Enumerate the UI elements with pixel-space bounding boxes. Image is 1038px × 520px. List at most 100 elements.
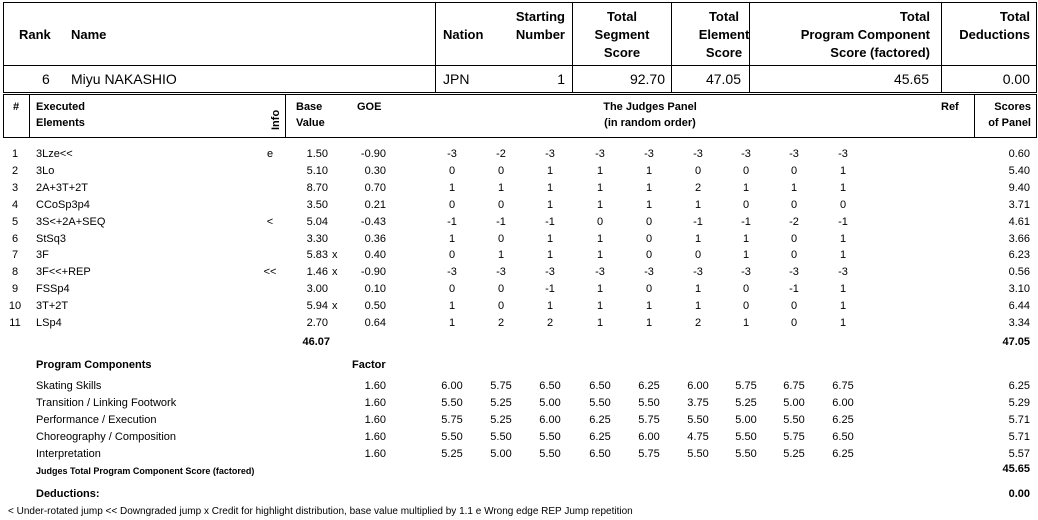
component-judge-score: 6.50: [539, 380, 561, 392]
name-header: Name: [71, 27, 107, 42]
element-judge-score: -1: [741, 215, 751, 228]
executed-header-1: Executed: [36, 101, 85, 113]
component-judge-score: 5.75: [638, 448, 660, 460]
element-judge-score: -2: [496, 148, 506, 160]
component-judge-score: 5.50: [589, 397, 611, 409]
skater-deductions: 0.00: [1002, 71, 1030, 87]
element-goe: 0.36: [364, 232, 386, 245]
element-judge-score: 1: [645, 300, 653, 313]
skater-row: [3, 64, 1037, 93]
element-panel-score: 5.40: [1008, 164, 1030, 177]
element-judge-score: 1: [546, 249, 554, 262]
element-name: 3F: [36, 249, 49, 262]
pcs-total-value: 45.65: [1002, 463, 1030, 475]
skater-name: Miyu NAKASHIO: [71, 71, 177, 87]
base-total: 46.07: [302, 336, 330, 348]
element-judge-score: 1: [596, 198, 604, 211]
skater-tss: 92.70: [629, 71, 665, 87]
element-judge-score: 1: [448, 232, 456, 245]
component-judge-score: 6.00: [539, 414, 561, 426]
skater-starting-number: 1: [557, 71, 565, 87]
component-judge-score: 5.25: [441, 448, 463, 460]
component-name: Interpretation: [36, 448, 101, 460]
element-judge-score: -3: [693, 148, 703, 160]
element-judge-score: -3: [595, 148, 605, 160]
element-number: 5: [11, 215, 19, 228]
nation-header: Nation: [443, 27, 484, 42]
ref-header: Ref: [941, 101, 959, 113]
element-judge-score: -1: [545, 215, 555, 228]
element-judge-score: 1: [742, 249, 750, 262]
element-judge-score: -1: [838, 215, 848, 228]
element-judge-score: 2: [497, 317, 505, 329]
component-judge-score: 6.75: [783, 380, 805, 392]
component-judge-score: 6.50: [589, 448, 611, 460]
skater-rank: 6: [42, 71, 50, 87]
element-judge-score: 1: [839, 249, 847, 262]
component-judge-score: 6.50: [589, 380, 611, 392]
component-factor: 1.60: [364, 380, 386, 392]
element-number: 9: [11, 283, 19, 296]
element-name: FSSp4: [36, 283, 70, 296]
components-header: Program Components: [36, 359, 152, 371]
element-judge-score: 1: [645, 198, 653, 211]
element-panel-score: 3.71: [1008, 198, 1030, 211]
component-judge-score: 4.75: [687, 431, 709, 443]
component-judge-score: 5.75: [441, 414, 463, 426]
element-judge-score: 1: [596, 164, 604, 177]
component-judge-score: 6.25: [638, 380, 660, 392]
element-judge-score: 0: [790, 249, 798, 262]
element-judge-score: 1: [596, 232, 604, 245]
element-judge-score: 1: [596, 283, 604, 296]
element-judge-score: 0: [448, 249, 456, 262]
component-judge-score: 6.50: [832, 431, 854, 443]
element-number: 7: [11, 249, 19, 262]
component-score: 5.29: [1008, 397, 1030, 409]
element-judge-score: 2: [694, 181, 702, 194]
component-judge-score: 5.00: [783, 397, 805, 409]
component-name: Choreography / Composition: [36, 431, 177, 443]
component-judge-score: 5.50: [441, 397, 463, 409]
element-judge-score: -1: [545, 283, 555, 296]
tes-header-1: Total: [708, 9, 740, 24]
element-judge-score: 1: [497, 249, 505, 262]
tes-header-2: Element: [698, 27, 750, 42]
element-base-value: 3.00: [306, 283, 328, 296]
element-judge-score: -3: [741, 266, 751, 279]
element-judge-score: -1: [789, 283, 799, 296]
element-base-value: 3.30: [306, 232, 328, 245]
element-judge-score: 0: [694, 249, 702, 262]
component-judge-score: 5.50: [687, 448, 709, 460]
element-judge-score: 2: [546, 317, 554, 329]
scores-header-2: of Panel: [988, 117, 1031, 129]
element-number: 4: [11, 198, 19, 211]
skater-pcs: 45.65: [893, 71, 929, 87]
element-judge-score: -3: [545, 266, 555, 279]
divider: [671, 2, 672, 92]
element-judge-score: -3: [496, 266, 506, 279]
element-name: 3F<<+REP: [36, 266, 91, 279]
element-judge-score: -3: [595, 266, 605, 279]
element-base-value: 5.94: [306, 300, 328, 313]
element-judge-score: -1: [693, 215, 703, 228]
component-judge-score: 5.50: [638, 397, 660, 409]
element-goe: 0.30: [364, 164, 386, 177]
element-judge-score: 1: [645, 181, 653, 194]
element-judge-score: 1: [839, 232, 847, 245]
element-judge-score: 1: [645, 164, 653, 177]
element-number: 10: [8, 300, 22, 313]
element-goe: 0.70: [364, 181, 386, 194]
pcs-header-2: Program Component: [800, 27, 930, 42]
element-judge-score: 1: [546, 300, 554, 313]
element-judge-score: 1: [694, 232, 702, 245]
tss-header-2: Segment: [594, 27, 650, 42]
element-base-value: 5.04: [306, 215, 328, 228]
component-factor: 1.60: [364, 448, 386, 460]
element-base-value: 1.46: [306, 266, 328, 279]
info-header: Info: [270, 109, 282, 130]
element-judge-score: -3: [838, 148, 848, 160]
element-goe: 0.21: [364, 198, 386, 211]
element-base-value: 2.70: [306, 317, 328, 329]
element-bonus-mark: x: [332, 249, 338, 262]
component-judge-score: 5.50: [441, 431, 463, 443]
